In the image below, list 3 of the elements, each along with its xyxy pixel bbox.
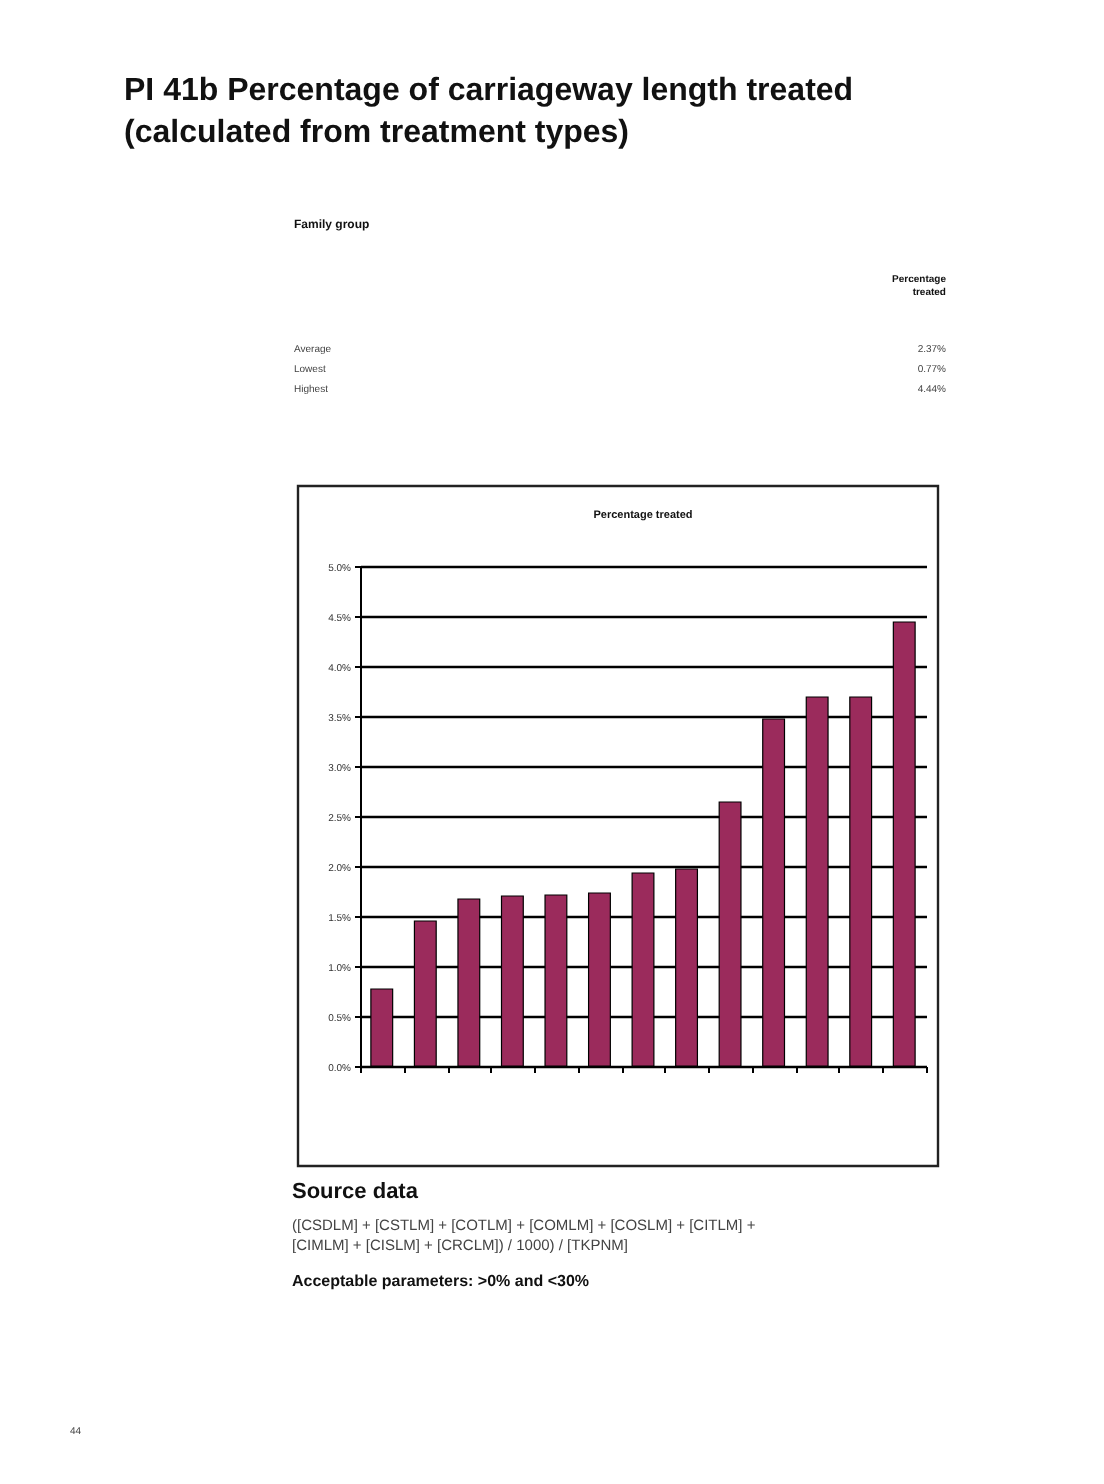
chart-title: PI 41b Percentage of carriageway length treated (calculated from treatment types) [124,74,854,150]
source-note: Source data [292,1180,420,1204]
text: Acceptable parameters: >0% and <30% [292,1272,590,1290]
